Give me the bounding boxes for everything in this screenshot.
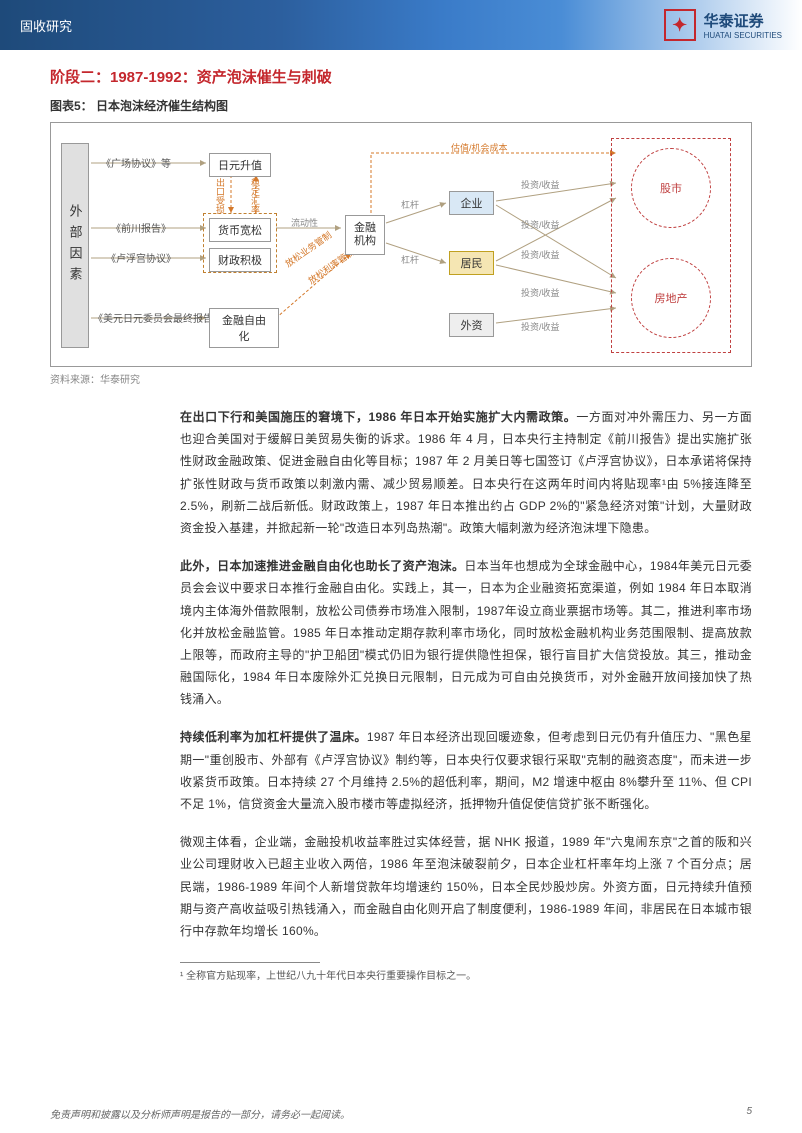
footnote-text: ¹ 全称官方贴现率，上世纪八九十年代日本央行重要操作目标之一。 [180,967,752,982]
para3-bold: 持续低利率为加杠杆提供了温床。 [180,730,367,744]
page-number: 5 [746,1106,752,1121]
logo-icon: ✦ [664,9,696,41]
footnote-divider [180,962,320,963]
doc-3: 《卢浮宫协议》 [106,250,176,265]
header-logo-block: ✦ 华泰证券 HUATAI SECURITIES [664,9,782,41]
label-inv4: 投资/收益 [521,286,560,299]
body-text: 在出口下行和美国施压的窘境下，1986 年日本开始实施扩大内需政策。一方面对冲外… [180,406,752,942]
label-valuation: 估值/机会成本 [451,141,508,154]
label-inv5: 投资/收益 [521,320,560,333]
node-resident: 居民 [449,251,494,275]
para2-bold: 此外，日本加速推进金融自由化也助长了资产泡沫。 [180,559,464,573]
paragraph-4: 微观主体看，企业端，金融投机收益率胜过实体经营，据 NHK 报道，1989 年"… [180,831,752,942]
company-name: 华泰证券 [704,13,764,30]
label-inv2: 投资/收益 [521,218,560,231]
chart-source: 资料来源：华泰研究 [50,371,752,386]
page-footer: 免责声明和披露以及分析师声明是报告的一部分，请务必一起阅读。 5 [0,1106,802,1121]
page-header: 固收研究 ✦ 华泰证券 HUATAI SECURITIES [0,0,802,50]
label-export: 出口受损 [214,178,227,214]
label-inv1: 投资/收益 [521,178,560,191]
doc-2: 《前川报告》 [111,220,171,235]
label-lever2: 杠杆 [401,253,419,266]
node-monetary: 货币宽松 [209,218,271,242]
label-fx: 稳定汇率 [249,178,262,214]
node-fin: 金融机构 [345,215,385,255]
node-corp: 企业 [449,191,494,215]
company-sub: HUATAI SECURITIES [704,31,782,40]
paragraph-2: 此外，日本加速推进金融自由化也助长了资产泡沫。日本当年也想成为全球金融中心，19… [180,555,752,710]
para1-bold: 在出口下行和美国施压的窘境下，1986 年日本开始实施扩大内需政策。 [180,410,576,424]
node-stock: 股市 [631,148,711,228]
node-foreign: 外资 [449,313,494,337]
footer-disclaimer: 免责声明和披露以及分析师声明是报告的一部分，请务必一起阅读。 [50,1106,350,1121]
node-liberal: 金融自由化 [209,308,279,348]
label-lever1: 杠杆 [401,198,419,211]
header-category: 固收研究 [20,16,72,35]
doc-1: 《广场协议》等 [101,155,171,170]
label-liquidity: 流动性 [291,216,318,229]
node-realestate: 房地产 [631,258,711,338]
para2-text: 日本当年也想成为全球金融中心，1984年美元日元委员会会议中要求日本推行金融自由… [180,559,752,706]
bubble-economy-diagram: 外部因素 《广场协议》等 《前川报告》 《卢浮宫协议》 《美元日元委员会最终报告… [50,122,752,367]
paragraph-1: 在出口下行和美国施压的窘境下，1986 年日本开始实施扩大内需政策。一方面对冲外… [180,406,752,539]
node-external: 外部因素 [61,143,89,348]
content-area: 阶段二：1987-1992：资产泡沫催生与刺破 图表5： 日本泡沫经济催生结构图 [0,50,802,982]
chart-title: 图表5： 日本泡沫经济催生结构图 [50,97,752,114]
company-block: 华泰证券 HUATAI SECURITIES [704,10,782,40]
node-fiscal: 财政积极 [209,248,271,272]
node-yen: 日元升值 [209,153,271,177]
label-inv3: 投资/收益 [521,248,560,261]
para1-text: 一方面对冲外需压力、另一方面也迎合美国对于缓解日美贸易失衡的诉求。1986 年 … [180,410,752,535]
paragraph-3: 持续低利率为加杠杆提供了温床。1987 年日本经济出现回暖迹象，但考虑到日元仍有… [180,726,752,815]
section-title: 阶段二：1987-1992：资产泡沫催生与刺破 [50,66,752,87]
